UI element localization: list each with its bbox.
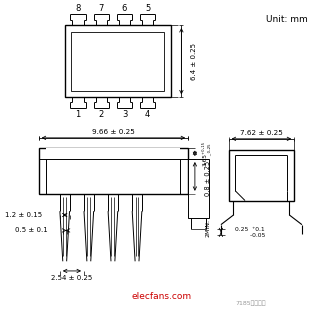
- Text: 1.2 ± 0.15: 1.2 ± 0.15: [6, 212, 43, 218]
- Text: 9.66 ± 0.25: 9.66 ± 0.25: [92, 129, 135, 135]
- Text: 5: 5: [145, 4, 150, 13]
- Text: Unit: mm: Unit: mm: [266, 15, 307, 24]
- Text: 4: 4: [145, 110, 150, 119]
- Text: 7185届山年友: 7185届山年友: [235, 300, 266, 305]
- Text: 0.5 ± 0.1: 0.5 ± 0.1: [15, 228, 47, 233]
- Bar: [229, 150, 294, 200]
- Text: 1: 1: [76, 110, 81, 119]
- Text: 7: 7: [99, 4, 104, 13]
- Bar: [46, 147, 181, 159]
- Text: 2MIN.: 2MIN.: [206, 218, 211, 237]
- Text: 2.54 ± 0.25: 2.54 ± 0.25: [51, 275, 93, 281]
- Text: 6.4 ± 0.25: 6.4 ± 0.25: [191, 43, 197, 80]
- Bar: [65, 25, 171, 97]
- Text: 3.65⁺⁰⋅¹⁵
    ₋⁰⋅²⁵: 3.65⁺⁰⋅¹⁵ ₋⁰⋅²⁵: [203, 141, 214, 166]
- Bar: [72, 32, 164, 91]
- Text: 2: 2: [99, 110, 104, 119]
- Text: elecfans.com: elecfans.com: [131, 292, 191, 302]
- Text: 8: 8: [76, 4, 81, 13]
- Text: 3: 3: [122, 110, 127, 119]
- Text: 6: 6: [122, 4, 127, 13]
- Bar: [188, 159, 209, 218]
- Text: 0.25  ⁺0.1
        -0.05: 0.25 ⁺0.1 -0.05: [235, 227, 265, 238]
- Bar: [39, 147, 188, 194]
- Text: 7.62 ± 0.25: 7.62 ± 0.25: [240, 130, 283, 136]
- Text: 0.8 ± 0.25: 0.8 ± 0.25: [205, 161, 211, 196]
